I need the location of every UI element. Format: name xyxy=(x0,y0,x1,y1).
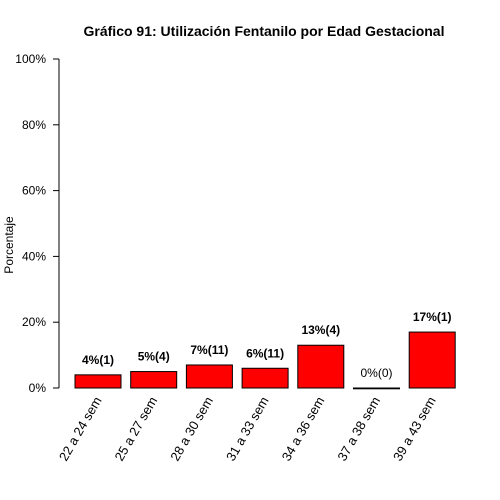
bar-data-label: 17%(1) xyxy=(413,310,452,324)
bar-data-label: 4%(1) xyxy=(82,353,114,367)
bar xyxy=(130,371,178,389)
bar-data-label: 6%(11) xyxy=(246,346,284,360)
bar xyxy=(74,374,122,389)
bar xyxy=(297,344,345,389)
y-tick-label: 0% xyxy=(29,381,47,395)
y-tick-label: 60% xyxy=(22,184,46,198)
bar-data-label: 13%(4) xyxy=(301,323,340,337)
bars xyxy=(74,331,456,390)
x-axis-tick-labels: 22 a 24 sem 25 a 27 sem 28 a 30 sem 31 a 33… xyxy=(56,394,439,463)
bar-data-label: 5%(4) xyxy=(138,350,170,364)
bar xyxy=(353,387,400,390)
x-tick-label: 22 a 24 sem xyxy=(56,394,105,463)
x-tick-label: 28 a 30 sem xyxy=(167,394,216,463)
data-labels: 4%(1) 5%(4) 7%(11) 6%(11) 13%(4) 0%(0) 17%(1) xyxy=(82,310,452,380)
bar xyxy=(408,331,456,389)
y-tick-label: 20% xyxy=(22,315,46,329)
bar xyxy=(185,364,233,389)
y-tick-label: 40% xyxy=(22,249,46,263)
x-tick-label: 37 a 38 sem xyxy=(334,394,383,463)
x-tick-label: 34 a 36 sem xyxy=(279,394,328,463)
bar xyxy=(241,367,289,389)
x-tick-label: 25 a 27 sem xyxy=(112,394,161,463)
y-tick-label: 100% xyxy=(15,52,46,66)
x-tick-label: 39 a 43 sem xyxy=(390,394,439,463)
chart-title: Gráfico 91: Utilización Fentanilo por Ed… xyxy=(84,23,445,39)
y-axis-label: Porcentaje xyxy=(2,216,16,274)
bar-data-label: 0%(0) xyxy=(360,366,392,380)
bar-data-label: 7%(11) xyxy=(190,343,228,357)
y-axis-ticks: 0% 20% 40% 60% 80% 100% xyxy=(15,52,59,395)
x-tick-label: 31 a 33 sem xyxy=(223,394,272,463)
y-tick-label: 80% xyxy=(22,118,46,132)
